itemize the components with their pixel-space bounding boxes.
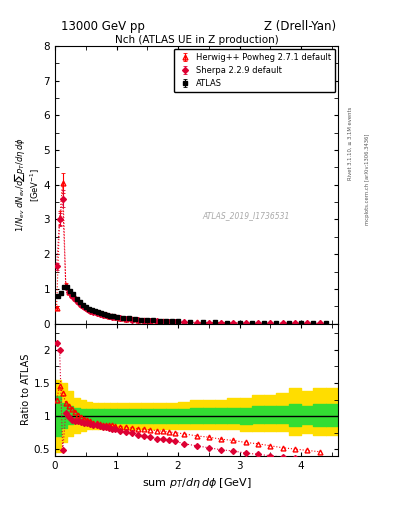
Text: ATLAS_2019_I1736531: ATLAS_2019_I1736531 bbox=[202, 211, 290, 220]
Text: Z (Drell-Yan): Z (Drell-Yan) bbox=[264, 20, 336, 33]
Y-axis label: Ratio to ATLAS: Ratio to ATLAS bbox=[21, 354, 31, 425]
Text: Rivet 3.1.10, ≥ 3.1M events: Rivet 3.1.10, ≥ 3.1M events bbox=[347, 106, 352, 180]
X-axis label: sum $p_T/d\eta\,d\phi$ [GeV]: sum $p_T/d\eta\,d\phi$ [GeV] bbox=[141, 476, 252, 490]
Y-axis label: $1/N_{ev}\ dN_{ev}/d\!\sum p_T/d\eta\,d\phi$
[GeV$^{-1}$]: $1/N_{ev}\ dN_{ev}/d\!\sum p_T/d\eta\,d\… bbox=[13, 138, 42, 232]
Title: Nch (ATLAS UE in Z production): Nch (ATLAS UE in Z production) bbox=[115, 35, 278, 45]
Text: 13000 GeV pp: 13000 GeV pp bbox=[61, 20, 145, 33]
Text: mcplots.cern.ch [arXiv:1306.3436]: mcplots.cern.ch [arXiv:1306.3436] bbox=[365, 134, 370, 225]
Legend: Herwig++ Powheg 2.7.1 default, Sherpa 2.2.9 default, ATLAS: Herwig++ Powheg 2.7.1 default, Sherpa 2.… bbox=[174, 49, 336, 92]
